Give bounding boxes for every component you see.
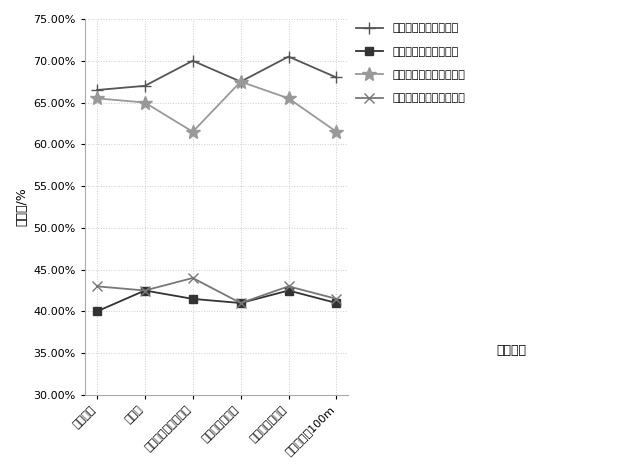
抑尘剂喷雾时呼尘降尘率 [189, 275, 197, 281]
Text: 测尘位置: 测尘位置 [497, 344, 527, 357]
抑尘剂喷雾时全尘降尘率 [333, 129, 340, 135]
清水喷雾时全尘降尘率 [285, 54, 292, 59]
清水喷雾时呼尘降尘率 [189, 296, 197, 302]
抑尘剂喷雾时呼尘降尘率 [93, 284, 100, 289]
抑尘剂喷雾时全尘降尘率 [141, 100, 149, 105]
清水喷雾时全尘降尘率 [141, 83, 149, 89]
抑尘剂喷雾时全尘降尘率 [189, 129, 197, 135]
抑尘剂喷雾时全尘降尘率 [285, 95, 292, 101]
清水喷雾时全尘降尘率 [333, 75, 340, 80]
清水喷雾时呼尘降尘率 [333, 300, 340, 306]
Line: 抑尘剂喷雾时呼尘降尘率: 抑尘剂喷雾时呼尘降尘率 [92, 273, 341, 308]
抑尘剂喷雾时呼尘降尘率 [333, 296, 340, 302]
清水喷雾时呼尘降尘率 [93, 309, 100, 314]
抑尘剂喷雾时呼尘降尘率 [141, 287, 149, 293]
清水喷雾时全尘降尘率 [93, 87, 100, 93]
Line: 清水喷雾时全尘降尘率: 清水喷雾时全尘降尘率 [90, 51, 343, 96]
抑尘剂喷雾时呼尘降尘率 [285, 284, 292, 289]
清水喷雾时呼尘降尘率 [141, 287, 149, 293]
抑尘剂喷雾时全尘降尘率 [93, 95, 100, 101]
抑尘剂喷雾时呼尘降尘率 [237, 300, 245, 306]
Legend: 清水喷雾时全尘降尘率, 清水喷雾时呼尘降尘率, 抑尘剂喷雾时全尘降尘率, 抑尘剂喷雾时呼尘降尘率: 清水喷雾时全尘降尘率, 清水喷雾时呼尘降尘率, 抑尘剂喷雾时全尘降尘率, 抑尘剂… [351, 19, 469, 108]
Y-axis label: 降尘率/%: 降尘率/% [15, 187, 28, 227]
清水喷雾时呼尘降尘率 [285, 287, 292, 293]
抑尘剂喷雾时全尘降尘率 [237, 79, 245, 84]
清水喷雾时全尘降尘率 [189, 58, 197, 64]
清水喷雾时全尘降尘率 [237, 79, 245, 84]
Line: 清水喷雾时呼尘降尘率: 清水喷雾时呼尘降尘率 [93, 287, 341, 316]
清水喷雾时呼尘降尘率 [237, 300, 245, 306]
Line: 抑尘剂喷雾时全尘降尘率: 抑尘剂喷雾时全尘降尘率 [90, 75, 343, 139]
